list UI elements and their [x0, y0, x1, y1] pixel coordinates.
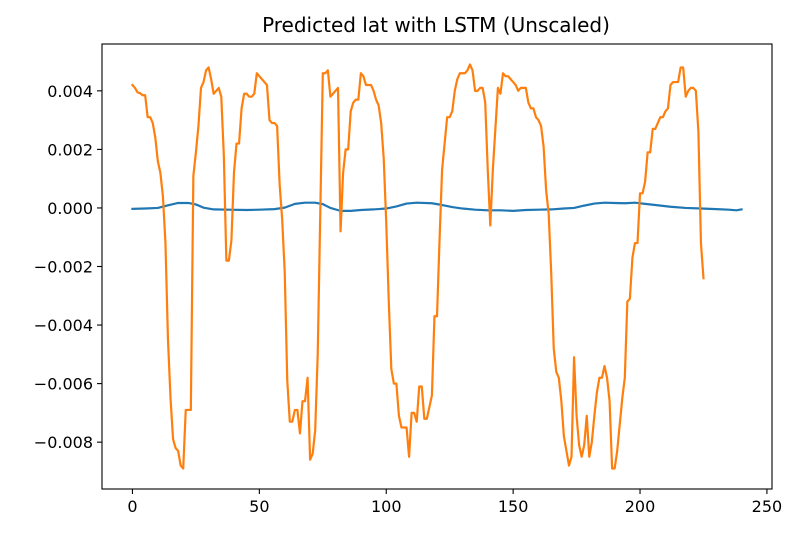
- series-line-2: [130, 63, 705, 470]
- y-tick-label: −0.006: [34, 375, 93, 394]
- y-tick-label: 0.000: [47, 199, 93, 218]
- x-tick-label: 250: [752, 497, 783, 516]
- x-tick-label: 200: [625, 497, 656, 516]
- x-tick-label: 0: [127, 497, 137, 516]
- x-axis: 0 50 100 150 200 250: [127, 489, 782, 516]
- x-tick-label: 50: [249, 497, 269, 516]
- y-tick-label: −0.008: [34, 433, 93, 452]
- y-tick-label: 0.004: [47, 82, 93, 101]
- series-line-1: [131, 201, 743, 212]
- series-layer: [130, 63, 743, 470]
- chart-title: Predicted lat with LSTM (Unscaled): [262, 13, 610, 37]
- y-tick-label: −0.002: [34, 258, 93, 277]
- y-tick-label: −0.004: [34, 316, 93, 335]
- y-tick-label: 0.002: [47, 140, 93, 159]
- x-tick-label: 100: [371, 497, 402, 516]
- y-axis: 0.004 0.002 0.000 −0.002 −0.004 −0.006 −0.008: [34, 82, 102, 452]
- x-tick-label: 150: [498, 497, 529, 516]
